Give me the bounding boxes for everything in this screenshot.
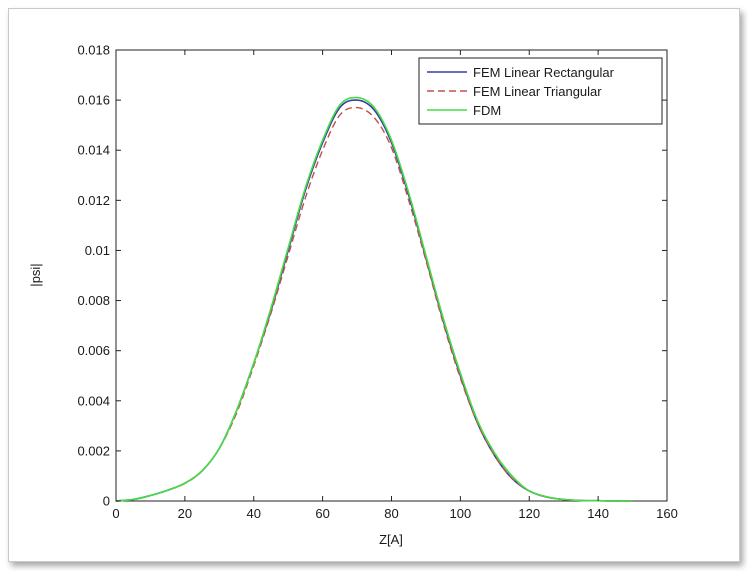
y-tick-label: 0.002 xyxy=(77,443,110,458)
x-tick-label: 80 xyxy=(384,506,398,521)
x-tick-label: 160 xyxy=(656,506,678,521)
legend: FEM Linear Rectangular FEM Linear Triangu… xyxy=(418,57,663,125)
x-tick-label: 20 xyxy=(178,506,192,521)
legend-box xyxy=(418,57,663,125)
ticks-layer: 0 20 40 60 80 100 120 140 160 0 0.002 0.004 0.006 0.0… xyxy=(77,43,677,522)
x-axis-label: Z[A] xyxy=(379,532,403,547)
x-tick-label: 60 xyxy=(315,506,329,521)
y-tick-label: 0.004 xyxy=(77,393,110,408)
y-tick-label: 0 xyxy=(103,494,110,509)
legend-label-3: FDM xyxy=(473,103,501,118)
x-tick-label: 0 xyxy=(112,506,119,521)
y-tick-label: 0.012 xyxy=(77,193,110,208)
x-tick-label: 40 xyxy=(247,506,261,521)
x-tick-label: 100 xyxy=(450,506,472,521)
plot-axes xyxy=(115,49,668,502)
x-tick-label: 140 xyxy=(587,506,609,521)
y-tick-label: 0.01 xyxy=(85,243,110,258)
y-tick-label: 0.006 xyxy=(77,343,110,358)
y-tick-label: 0.016 xyxy=(77,93,110,108)
series-line-3 xyxy=(115,96,633,502)
y-tick-label: 0.008 xyxy=(77,293,110,308)
x-tick-label: 120 xyxy=(518,506,540,521)
plot-area xyxy=(115,49,668,502)
y-tick-label: 0.018 xyxy=(77,43,110,58)
legend-label-2: FEM Linear Triangular xyxy=(473,84,602,99)
y-tick-label: 0.014 xyxy=(77,143,110,158)
legend-label-1: FEM Linear Rectangular xyxy=(473,65,615,80)
series-layer xyxy=(115,96,633,502)
y-axis-label: |psi| xyxy=(28,263,43,286)
